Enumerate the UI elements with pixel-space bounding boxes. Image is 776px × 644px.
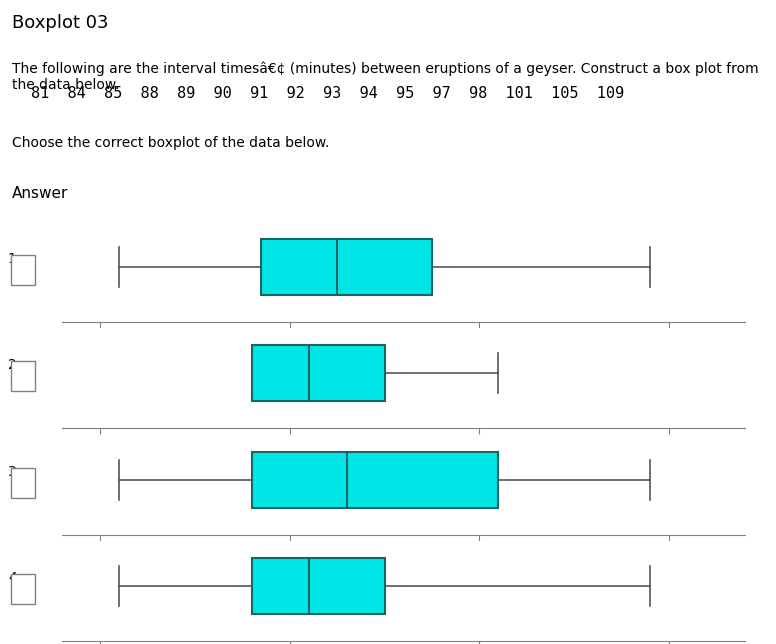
- Text: The following are the interval timesâ€¢ (minutes) between eruptions of a geyser.: The following are the interval timesâ€¢ …: [12, 61, 758, 92]
- Text: Boxplot 03: Boxplot 03: [12, 14, 108, 32]
- FancyBboxPatch shape: [11, 255, 35, 285]
- Text: 4.: 4.: [8, 571, 21, 585]
- FancyBboxPatch shape: [251, 558, 385, 614]
- Text: 1.: 1.: [8, 252, 21, 266]
- Text: 2.: 2.: [8, 358, 21, 372]
- FancyBboxPatch shape: [262, 239, 432, 295]
- Text: Choose the correct boxplot of the data below.: Choose the correct boxplot of the data b…: [12, 136, 329, 150]
- FancyBboxPatch shape: [11, 361, 35, 392]
- FancyBboxPatch shape: [11, 468, 35, 498]
- FancyBboxPatch shape: [11, 574, 35, 604]
- Text: 81  84  85  88  89  90  91  92  93  94  95  97  98  101  105  109: 81 84 85 88 89 90 91 92 93 94 95 97 98 1…: [31, 86, 624, 101]
- Text: Answer: Answer: [12, 185, 68, 201]
- Text: 3.: 3.: [8, 464, 21, 478]
- FancyBboxPatch shape: [251, 345, 385, 401]
- FancyBboxPatch shape: [251, 451, 498, 507]
